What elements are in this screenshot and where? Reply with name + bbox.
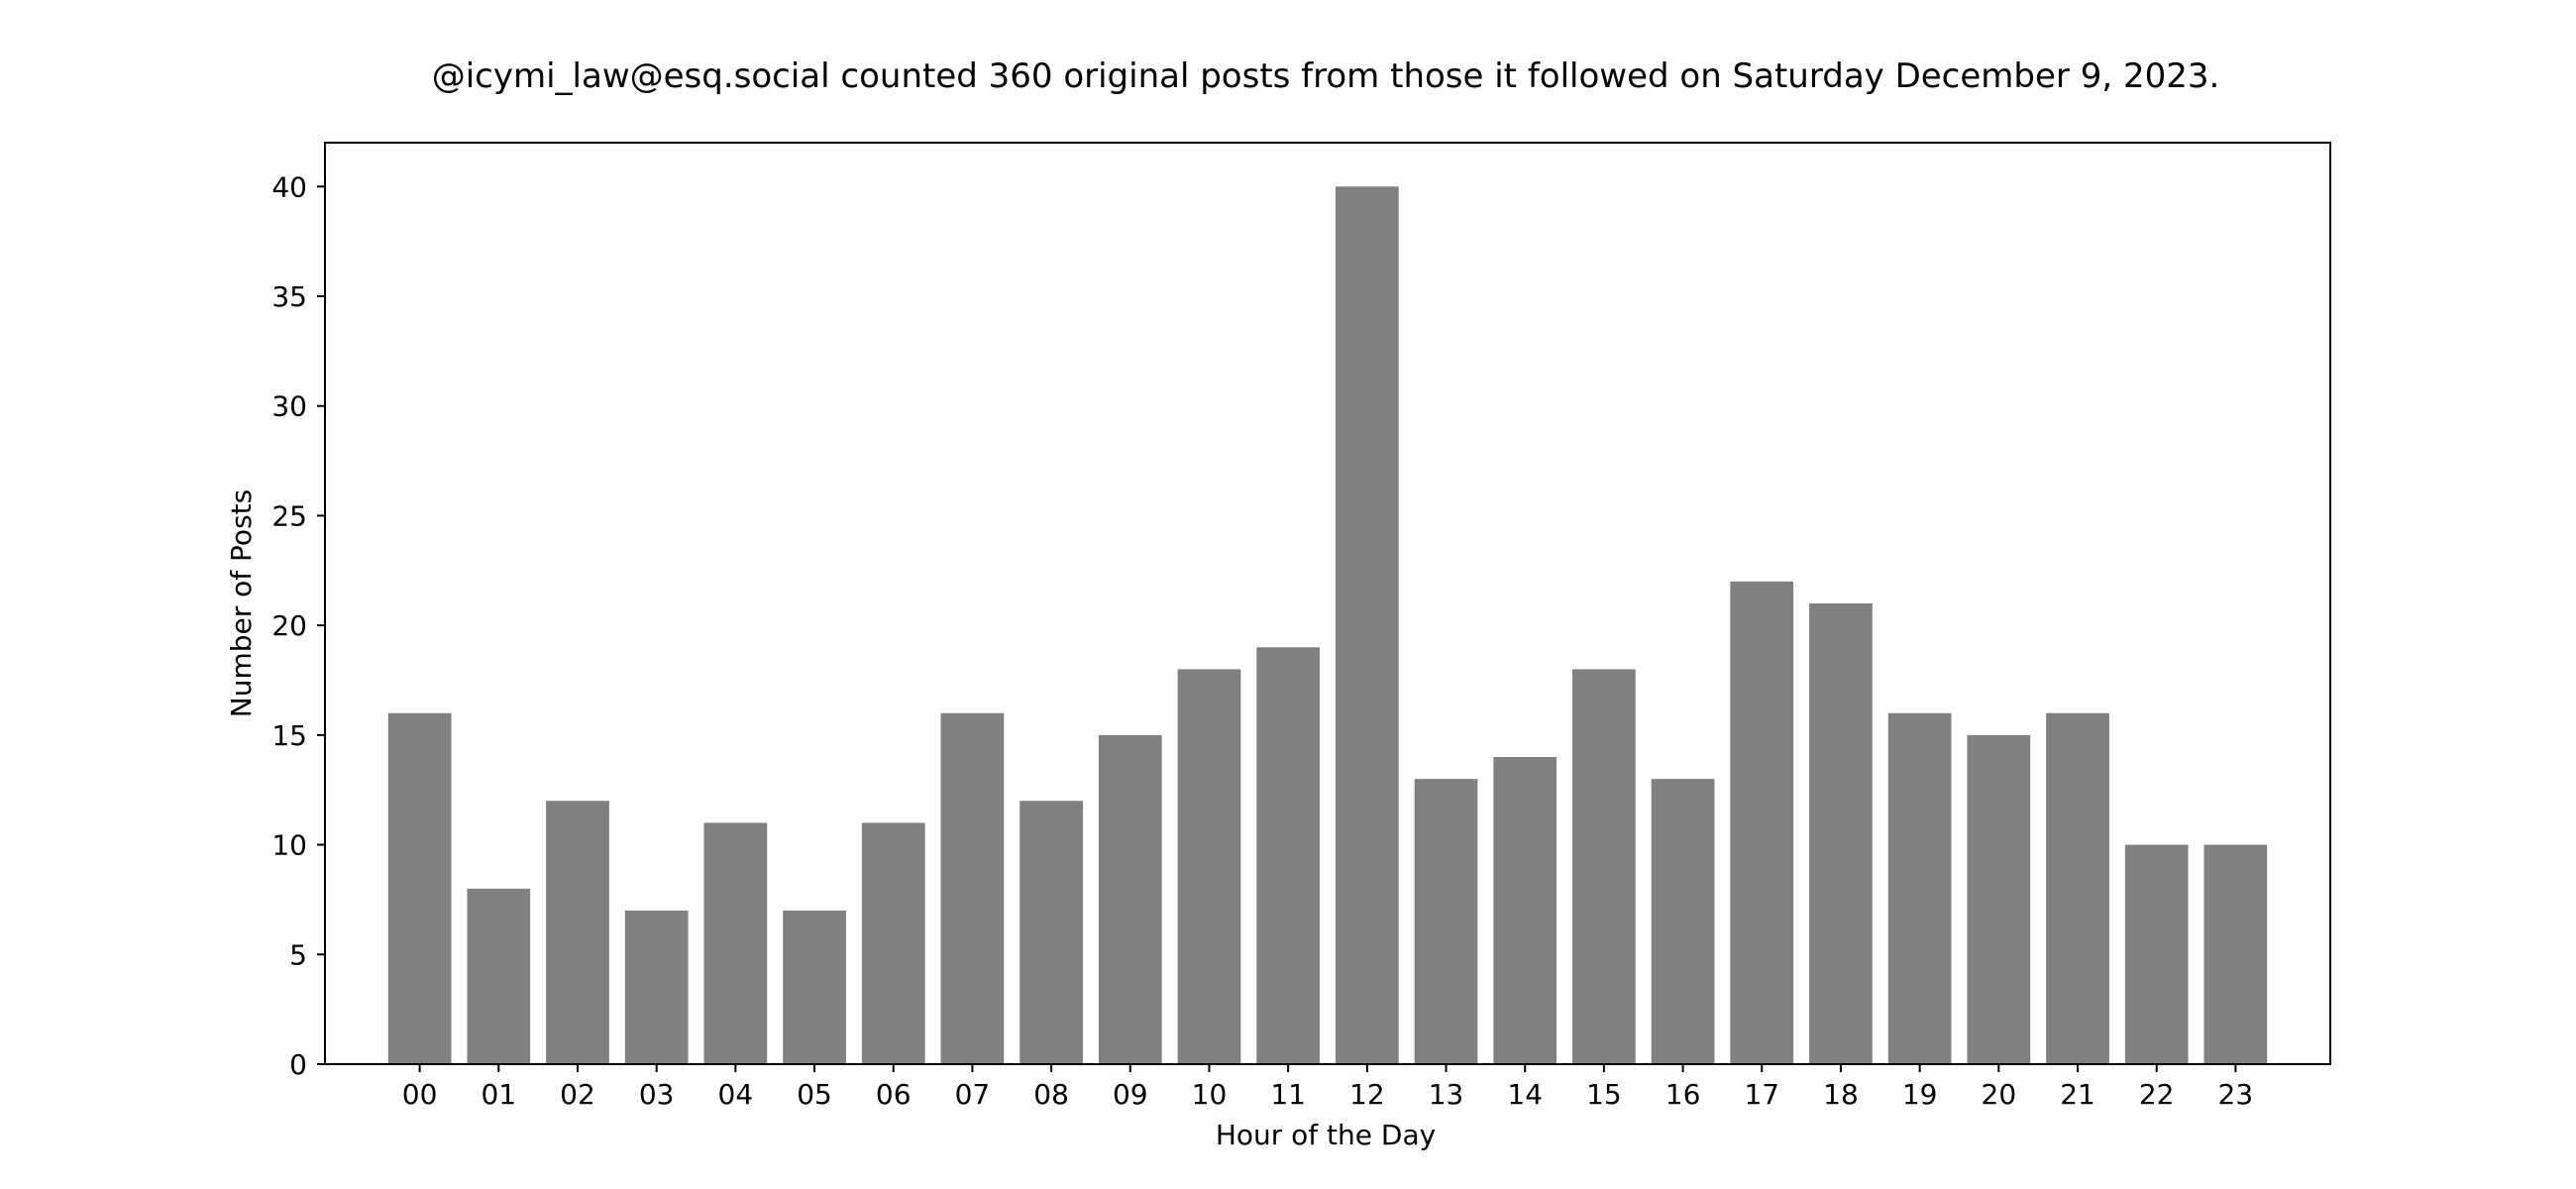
x-tick-label: 09: [1113, 1078, 1148, 1111]
x-tick-label: 22: [2139, 1078, 2175, 1111]
bar-03: [624, 911, 689, 1064]
bar-12: [1335, 186, 1399, 1065]
bar-00: [387, 712, 452, 1064]
bar-23: [2203, 844, 2268, 1064]
bar-21: [2046, 712, 2109, 1064]
bar-14: [1493, 757, 1557, 1064]
bar-10: [1177, 669, 1241, 1064]
x-tick-label: 08: [1033, 1078, 1069, 1111]
bar-09: [1098, 734, 1162, 1064]
y-tick-label: 0: [289, 1048, 307, 1081]
x-tick-label: 05: [797, 1078, 832, 1111]
bar-22: [2124, 844, 2189, 1064]
plot-area-frame: [324, 142, 2331, 1065]
bar-01: [467, 888, 531, 1064]
y-axis: 0 5 10 15 20 25 30 35 40: [271, 170, 325, 1081]
x-tick-label: 07: [955, 1078, 991, 1111]
y-tick-label: 35: [271, 280, 307, 313]
bar-19: [1887, 712, 1952, 1064]
x-tick-label: 12: [1349, 1078, 1385, 1111]
x-tick-label: 17: [1744, 1078, 1779, 1111]
x-tick-label: 10: [1192, 1078, 1228, 1111]
x-tick-label: 16: [1665, 1078, 1701, 1111]
y-tick-label: 20: [271, 609, 307, 642]
y-tick-label: 30: [271, 390, 307, 423]
x-tick-label: 00: [402, 1078, 438, 1111]
y-tick-label: 5: [289, 938, 307, 971]
x-axis-label: Hour of the Day: [1216, 1119, 1436, 1151]
bar-13: [1414, 779, 1478, 1064]
x-axis: 00 01 02 03 04 05 06 07 08 09 10 11 12 13 14 15 16 17 18 19…: [402, 1064, 2253, 1111]
x-tick-label: 04: [718, 1078, 754, 1111]
x-tick-label: 19: [1902, 1078, 1938, 1111]
x-tick-label: 14: [1507, 1078, 1543, 1111]
x-tick-label: 23: [2218, 1078, 2254, 1111]
x-tick-label: 15: [1586, 1078, 1622, 1111]
bar-06: [861, 822, 925, 1064]
bar-07: [940, 712, 1005, 1064]
bars-group: [387, 186, 2268, 1065]
y-tick-label: 40: [271, 170, 307, 203]
x-tick-label: 06: [876, 1078, 912, 1111]
bar-05: [783, 911, 846, 1064]
y-tick-label: 25: [271, 499, 307, 532]
x-tick-label: 13: [1429, 1078, 1464, 1111]
bar-15: [1572, 669, 1636, 1064]
x-tick-label: 03: [639, 1078, 675, 1111]
bar-16: [1651, 779, 1715, 1064]
bar-11: [1256, 647, 1321, 1064]
x-tick-label: 02: [560, 1078, 595, 1111]
bar-04: [703, 822, 768, 1064]
x-tick-label: 21: [2060, 1078, 2095, 1111]
y-axis-label: Number of Posts: [225, 489, 258, 717]
chart-title: @icymi_law@esq.social counted 360 origin…: [432, 56, 2220, 96]
bar-02: [546, 801, 609, 1064]
y-tick-label: 15: [271, 719, 307, 752]
y-tick-label: 10: [271, 829, 307, 862]
x-tick-label: 11: [1270, 1078, 1306, 1111]
x-tick-label: 18: [1823, 1078, 1859, 1111]
x-tick-label: 20: [1982, 1078, 2017, 1111]
bar-17: [1730, 581, 1794, 1064]
bar-08: [1020, 801, 1083, 1064]
x-tick-label: 01: [481, 1078, 516, 1111]
bar-18: [1809, 603, 1873, 1064]
bar-20: [1967, 734, 2031, 1064]
